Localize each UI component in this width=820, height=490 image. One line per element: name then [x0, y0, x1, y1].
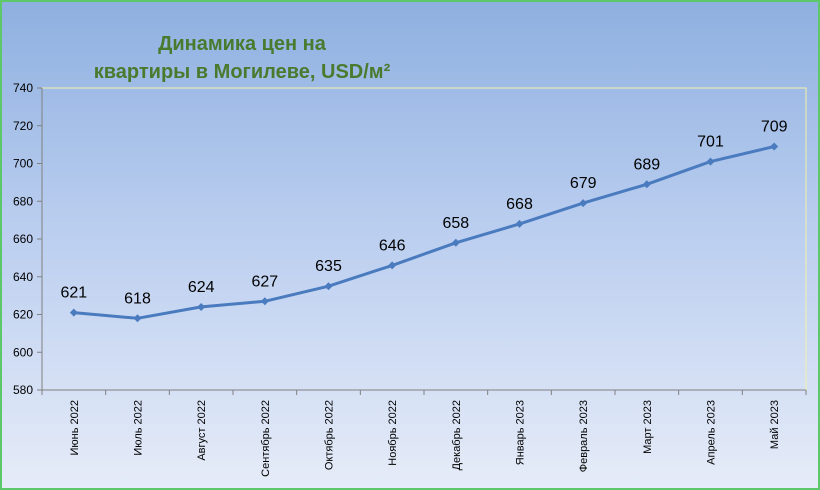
y-tick-label: 720 — [13, 119, 33, 133]
data-point — [515, 219, 524, 228]
data-label: 709 — [761, 119, 788, 136]
data-point — [133, 314, 142, 323]
axes — [41, 88, 806, 391]
y-tick-label: 660 — [13, 232, 33, 246]
y-tick-label: 620 — [13, 308, 33, 322]
x-axis-ticks: Июнь 2022 Июль 2022 Август 2022 Сентябрь 20… — [41, 390, 807, 477]
x-tick-label: Июнь 2022 — [69, 400, 81, 456]
chart-title-line-1: Динамика цен на — [158, 33, 327, 55]
data-label: 646 — [379, 237, 406, 254]
data-point — [642, 180, 651, 189]
x-tick-label: Апрель 2023 — [706, 400, 718, 465]
y-tick-label: 740 — [13, 81, 33, 95]
x-tick-label: Март 2023 — [642, 400, 654, 454]
x-tick-label: Октябрь 2022 — [324, 400, 336, 470]
x-tick-label: Май 2023 — [769, 400, 781, 449]
chart-title-line-2: квартиры в Могилеве, USD/м² — [94, 61, 391, 83]
x-tick-label: Февраль 2023 — [578, 400, 590, 472]
y-tick-label: 600 — [13, 345, 33, 359]
data-label: 668 — [506, 196, 533, 213]
data-label: 621 — [60, 285, 87, 302]
y-tick-label: 640 — [13, 270, 33, 284]
x-tick-label: Август 2022 — [196, 400, 208, 461]
data-label: 658 — [442, 215, 469, 232]
data-label: 618 — [124, 290, 151, 307]
data-point — [324, 282, 333, 291]
x-tick-label: Декабрь 2022 — [451, 400, 463, 470]
data-label: 635 — [315, 258, 342, 275]
plot-area — [41, 87, 807, 391]
data-point — [197, 302, 206, 311]
data-label: 627 — [251, 273, 278, 290]
data-point — [579, 199, 588, 208]
x-tick-label: Январь 2023 — [515, 400, 527, 465]
y-axis-ticks: 580 600 620 640 660 680 700 720 740 — [13, 81, 42, 397]
data-point — [260, 297, 269, 306]
series-line — [73, 145, 775, 320]
data-point — [706, 157, 715, 166]
x-tick-label: Ноябрь 2022 — [387, 400, 399, 466]
y-tick-label: 700 — [13, 157, 33, 171]
data-label: 701 — [697, 134, 724, 151]
data-label: 624 — [188, 279, 215, 296]
series-markers — [69, 142, 779, 323]
data-point — [770, 142, 779, 151]
data-label: 679 — [570, 175, 597, 192]
data-labels: 621 618 624 627 635 646 658 668 679 689 701 709 — [60, 119, 787, 308]
y-tick-label: 580 — [13, 383, 33, 397]
x-tick-label: Июль 2022 — [133, 400, 145, 456]
y-tick-label: 680 — [13, 194, 33, 208]
data-label: 689 — [633, 156, 660, 173]
data-point — [69, 308, 78, 317]
x-tick-label: Сентябрь 2022 — [260, 400, 272, 477]
data-point — [388, 261, 397, 270]
data-point — [451, 238, 460, 247]
